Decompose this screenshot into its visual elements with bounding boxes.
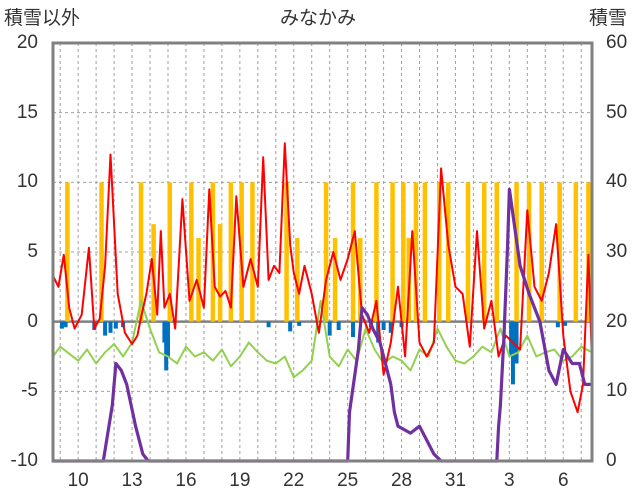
snowfall-bar <box>437 182 442 322</box>
left-y-tick-label: 10 <box>16 171 38 193</box>
left-y-tick-label: 0 <box>27 310 38 332</box>
snowfall-bar <box>65 182 70 322</box>
left-y-tick-label: 15 <box>16 101 38 123</box>
snowfall-bar <box>422 182 428 322</box>
x-tick-label: 25 <box>337 470 359 491</box>
right-y-tick-label: 60 <box>606 32 628 53</box>
snowfall-bar <box>323 182 329 322</box>
left-y-tick-label: 5 <box>27 241 38 262</box>
precipitation-bar <box>510 321 515 385</box>
precipitation-bar <box>381 321 386 331</box>
snowfall-bar <box>295 238 300 322</box>
snowfall-bar <box>217 224 223 322</box>
snowfall-bar <box>514 182 519 322</box>
snowfall-bar <box>250 182 255 322</box>
x-tick-label: 10 <box>67 470 89 491</box>
x-tick-label: 28 <box>390 470 413 491</box>
snowfall-bar <box>413 182 419 322</box>
x-tick-label: 22 <box>283 470 305 491</box>
right-y-tick-label: 50 <box>606 101 628 123</box>
precipitation-bar <box>376 321 381 343</box>
snowfall-bar <box>539 182 544 322</box>
snow-depth-line <box>53 187 592 463</box>
precipitation-bar <box>266 321 271 328</box>
precipitation-bar <box>103 321 108 336</box>
precipitation-bar <box>555 321 560 328</box>
precipitation-bar <box>336 321 341 331</box>
precipitation-bar <box>59 321 64 329</box>
left-y-tick-label: -5 <box>21 380 38 402</box>
precipitation-bar <box>563 321 568 326</box>
snowfall-bar <box>357 238 363 322</box>
left-y-tick-label: 20 <box>16 32 38 53</box>
precipitation-bar <box>108 321 113 333</box>
snowfall-bar <box>465 182 471 322</box>
x-tick-label: 6 <box>557 470 569 491</box>
snowfall-bar <box>573 182 579 322</box>
humidity-line <box>52 299 593 379</box>
right-axis-title: 積雪 <box>589 8 628 29</box>
line-series <box>52 142 593 463</box>
snowfall-bar <box>526 182 532 322</box>
left-y-tick-label: -10 <box>10 450 38 471</box>
right-y-tick-label: 0 <box>606 450 617 471</box>
snowfall-bar <box>586 182 591 322</box>
x-tick-label: 31 <box>444 470 467 491</box>
snowfall-bar <box>332 238 338 322</box>
x-tick-label: 16 <box>175 470 197 491</box>
snowfall-bar <box>481 182 487 322</box>
snowfall-bar <box>350 182 356 322</box>
x-tick-label: 3 <box>504 470 515 491</box>
precipitation-bar <box>351 321 356 337</box>
snowfall-bar <box>284 182 289 322</box>
x-tick-label: 13 <box>121 470 143 491</box>
precipitation-bar <box>388 321 393 333</box>
snowfall-bar <box>99 182 104 322</box>
precipitation-bar <box>288 321 293 332</box>
snowfall-bar <box>374 182 379 322</box>
right-y-tick-label: 40 <box>606 171 628 193</box>
snowfall-bar <box>189 182 194 322</box>
snowfall-bar <box>557 182 562 322</box>
snowfall-bar <box>228 182 234 322</box>
precipitation-bar <box>514 321 519 364</box>
right-y-tick-label: 30 <box>606 241 628 262</box>
right-y-tick-label: 20 <box>606 310 628 332</box>
snowfall-bar <box>494 182 500 322</box>
x-tick-label: 19 <box>229 470 251 491</box>
snowfall-bar <box>196 238 201 322</box>
snowfall-bar <box>138 182 144 322</box>
snowfall-bar <box>167 182 173 322</box>
plot-border <box>51 41 594 463</box>
chart-title: みなかみ <box>280 8 357 29</box>
precipitation-bar <box>297 321 302 326</box>
right-y-tick-label: 10 <box>606 380 628 402</box>
left-axis-title: 積雪以外 <box>4 8 81 29</box>
snowfall-bar <box>390 182 395 322</box>
snowfall-bar <box>401 182 406 322</box>
snowfall-bar <box>446 182 451 322</box>
temperature-line <box>52 142 593 414</box>
precipitation-bar <box>63 321 68 328</box>
precipitation-bar <box>113 321 118 329</box>
precipitation-bar <box>327 321 332 336</box>
precipitation-bar <box>165 321 170 357</box>
